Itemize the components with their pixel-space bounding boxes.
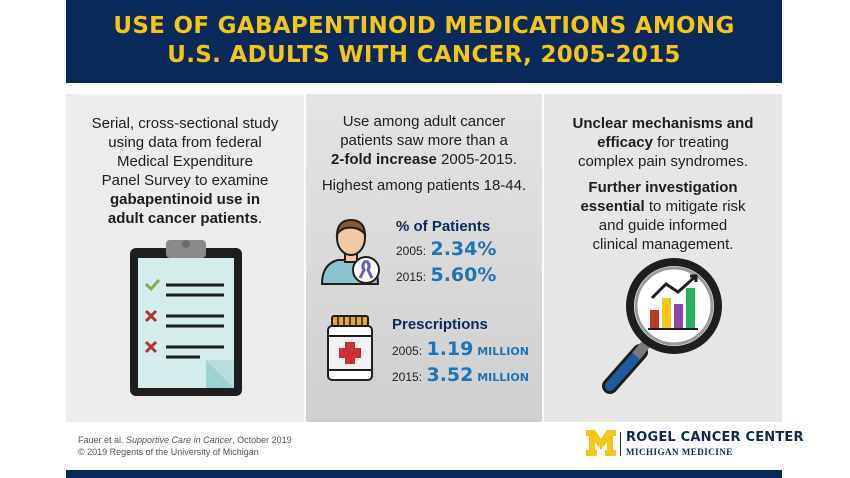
prescriptions-row-2005: 2005: 1.19 MILLION [392, 338, 529, 360]
study-line-bold: gabapentinoid use in [109, 191, 260, 208]
year-label: 2015: [392, 370, 423, 384]
citation-date: , October 2019 [232, 435, 292, 445]
conclusion-bold: Unclear mechanisms and [572, 115, 754, 132]
study-line: using data from federal [108, 134, 262, 151]
pill-bottle-icon [327, 315, 373, 381]
citation: Fauer et al. Supportive Care in Cancer, … [78, 434, 292, 458]
patients-value: 2.34% [430, 238, 497, 260]
usage-line-bold: 2-fold increase [331, 151, 437, 168]
usage-column: Use among adult cancer patients saw more… [306, 94, 542, 422]
prescriptions-unit: MILLION [473, 345, 529, 358]
patients-heading: % of Patients [396, 218, 491, 235]
footer: Fauer et al. Supportive Care in Cancer, … [66, 422, 804, 470]
header-banner: USE OF GABAPENTINOID MEDICATIONS AMONG U… [66, 0, 782, 83]
bottom-bar [66, 470, 782, 478]
citation-journal: Supportive Care in Cancer [126, 435, 233, 445]
x-icon [144, 309, 158, 323]
magnifier-chart-icon [602, 258, 722, 394]
conclusion-column: Unclear mechanisms and efficacy for trea… [544, 94, 782, 422]
title-line-2: U.S. ADULTS WITH CANCER, 2005-2015 [167, 42, 681, 68]
patient-icon [320, 218, 380, 285]
year-label: 2015: [396, 270, 427, 284]
conclusion-line: clinical management. [592, 236, 734, 253]
study-line: Panel Survey to examine [101, 172, 269, 189]
conclusion-bold: Further investigation [588, 179, 738, 196]
conclusion-tail: for treating [653, 134, 729, 151]
ribbon-icon [352, 256, 380, 284]
usage-line: Highest among patients 18-44. [321, 177, 527, 194]
prescriptions-value: 3.52 [426, 364, 474, 386]
logo-subtitle: MICHIGAN MEDICINE [626, 447, 733, 457]
conclusion-tail: to mitigate risk [644, 198, 746, 215]
study-line-bold: adult cancer patients [107, 210, 258, 227]
study-line: Medical Expenditure [117, 153, 253, 170]
study-column: Serial, cross-sectional study using data… [66, 94, 304, 422]
infographic: USE OF GABAPENTINOID MEDICATIONS AMONG U… [66, 0, 804, 478]
year-label: 2005: [396, 244, 427, 258]
block-m-logo [586, 430, 616, 456]
study-line-tail: . [257, 210, 263, 227]
conclusion-text-2: Further investigation essential to mitig… [544, 178, 782, 254]
conclusion-line: complex pain syndromes. [577, 153, 749, 170]
logo-divider [620, 432, 621, 456]
rogel-logo: ROGEL CANCER CENTER MICHIGAN MEDICINE [586, 428, 804, 460]
prescriptions-row-2015: 2015: 3.52 MILLION [392, 364, 529, 386]
citation-author: Fauer et al. [78, 435, 127, 445]
conclusion-bold: efficacy [597, 134, 653, 151]
study-text: Serial, cross-sectional study using data… [66, 114, 304, 228]
prescriptions-heading: Prescriptions [392, 316, 488, 333]
year-label: 2005: [392, 344, 423, 358]
usage-text: Use among adult cancer patients saw more… [306, 112, 542, 195]
conclusion-text-1: Unclear mechanisms and efficacy for trea… [544, 114, 782, 171]
conclusion-line: and guide informed [598, 217, 728, 234]
patients-row-2005: 2005: 2.34% [396, 238, 496, 260]
logo-name: ROGEL CANCER CENTER [626, 430, 804, 445]
patients-row-2015: 2015: 5.60% [396, 264, 496, 286]
prescriptions-unit: MILLION [473, 371, 529, 384]
clipboard-icon [130, 240, 242, 396]
x-icon [144, 340, 158, 354]
study-line: Serial, cross-sectional study [91, 115, 279, 132]
usage-line-tail: 2005-2015. [436, 151, 517, 168]
prescriptions-value: 1.19 [426, 338, 474, 360]
patients-value: 5.60% [430, 264, 497, 286]
title-line-1: USE OF GABAPENTINOID MEDICATIONS AMONG [113, 13, 735, 39]
usage-line: patients saw more than a [340, 132, 508, 149]
usage-line: Use among adult cancer [342, 113, 506, 130]
copyright: © 2019 Regents of the University of Mich… [78, 447, 259, 457]
conclusion-bold: essential [580, 198, 645, 215]
check-icon [144, 279, 161, 292]
